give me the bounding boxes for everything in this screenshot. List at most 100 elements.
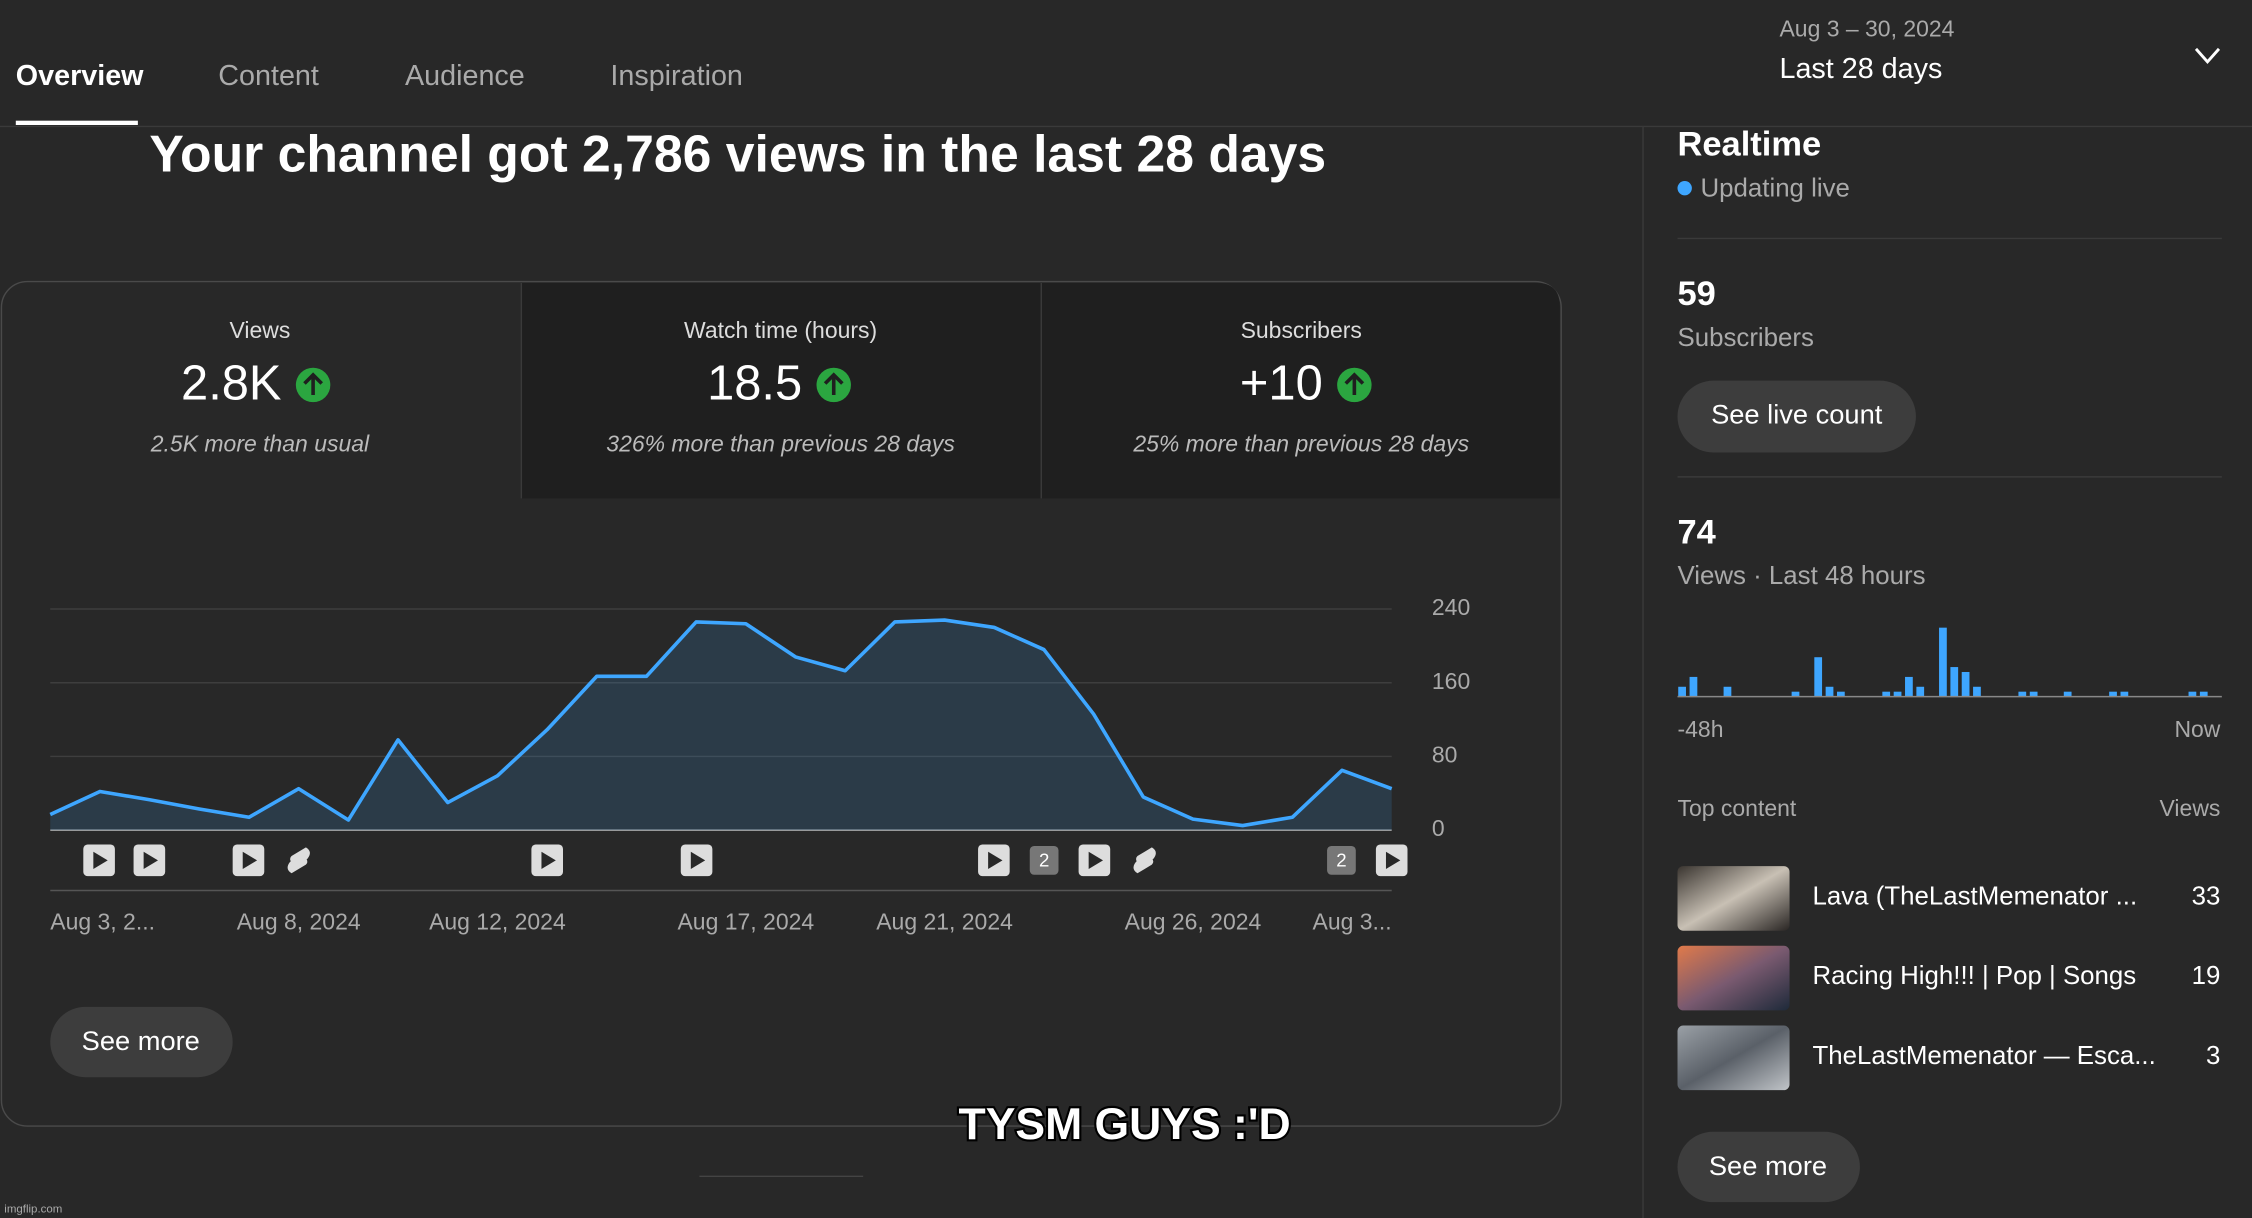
x-tick-label: Aug 17, 2024 xyxy=(677,909,814,935)
column-header: Views xyxy=(2160,795,2221,821)
tab[interactable]: Audience xyxy=(405,60,525,92)
thumbnail[interactable] xyxy=(1677,866,1790,931)
thumbnail[interactable] xyxy=(1677,945,1790,1011)
live-dot xyxy=(1677,181,1692,196)
bar xyxy=(1723,686,1732,697)
trend-arrow xyxy=(303,372,323,396)
views-line xyxy=(49,618,1393,828)
short-marker[interactable] xyxy=(287,847,310,874)
x-tick-label: Aug 21, 2024 xyxy=(876,909,1013,935)
bar xyxy=(1689,676,1698,697)
button-label: See more xyxy=(82,1025,200,1056)
metric-name: Subscribers xyxy=(1241,317,1362,343)
badge-count: 2 xyxy=(1336,850,1346,871)
play-icon xyxy=(143,851,158,869)
subscriber-label: Subscribers xyxy=(1678,324,1814,352)
x-tick-label: Aug 3... xyxy=(1313,909,1392,935)
bar xyxy=(1825,686,1834,697)
trend-arrow xyxy=(1344,372,1365,396)
live-status: Updating live xyxy=(1700,174,1849,202)
content-views: 3 xyxy=(2206,1042,2220,1070)
tab[interactable]: Overview xyxy=(16,60,144,92)
badge-count: 2 xyxy=(1039,850,1049,871)
bar xyxy=(1916,686,1925,697)
chevron xyxy=(2194,47,2221,64)
content-title[interactable]: Lava (TheLastMemenator ... xyxy=(1813,883,2138,911)
bar xyxy=(1961,671,1970,697)
bar xyxy=(2188,691,2197,697)
badge[interactable] xyxy=(1029,845,1059,875)
x-tick-label: Aug 12, 2024 xyxy=(429,909,566,935)
button-bg xyxy=(50,1006,233,1078)
views-count: 74 xyxy=(1678,513,1716,551)
metric-note: 25% more than previous 28 days xyxy=(1132,430,1469,456)
tab-underline xyxy=(15,120,138,125)
axis-end: Now xyxy=(2174,716,2220,742)
date-picker[interactable]: Aug 3 – 30, 2024 Last 28 days xyxy=(1779,15,2221,85)
realtime-chart xyxy=(1677,627,2222,698)
bar xyxy=(2109,691,2117,697)
metric-value: 18.5 xyxy=(707,356,802,410)
bar xyxy=(1973,686,1981,697)
bar xyxy=(1893,691,1902,697)
y-tick-label: 0 xyxy=(1432,815,1445,841)
top-content-list: Lava (TheLastMemenator ... 33 Racing High!… xyxy=(1677,866,2221,1091)
metrics: Views 2.8K 2.5K more than usual Watch time … xyxy=(150,317,1470,456)
realtime-title: Realtime xyxy=(1678,126,1822,164)
x-tick-label: Aug 8, 2024 xyxy=(237,909,361,935)
thumbnail[interactable] xyxy=(1677,1025,1790,1091)
metric-name: Views xyxy=(230,317,291,343)
play-icon xyxy=(242,851,258,869)
metric-name: Watch time (hours) xyxy=(684,317,877,343)
bar xyxy=(1905,676,1913,697)
bar xyxy=(1791,691,1800,697)
views-chart: 0 80 160 240 2 2 Aug 3, 2... Aug 8, 2024 Aug 12,… xyxy=(49,594,1470,935)
play-icon xyxy=(1088,851,1104,869)
bar xyxy=(1678,686,1686,697)
date-label: Last 28 days xyxy=(1779,53,1942,85)
x-tick-label: Aug 3, 2... xyxy=(50,909,155,935)
badge[interactable] xyxy=(1327,845,1356,875)
play-icon xyxy=(541,851,556,869)
y-tick-label: 80 xyxy=(1432,742,1458,768)
play-icon xyxy=(1385,851,1401,869)
metric-card-bg xyxy=(1041,282,1560,499)
watermark: imgflip.com xyxy=(4,1203,62,1215)
realtime-panel: Realtime Updating live 59 Subscribers Se… xyxy=(1677,126,2222,1203)
bar xyxy=(2018,691,2027,697)
content-title[interactable]: TheLastMemenator — Esca... xyxy=(1813,1042,2156,1070)
trend-arrow xyxy=(823,372,844,396)
subscriber-count: 59 xyxy=(1678,275,1716,313)
see-more-button[interactable]: See more xyxy=(50,1006,233,1078)
metric-value: 2.8K xyxy=(181,356,282,410)
bar xyxy=(2120,691,2129,697)
live-count-button[interactable]: See live count xyxy=(1677,380,1916,453)
bar xyxy=(1950,667,1959,697)
button-bg xyxy=(1677,1131,1860,1203)
views-label: Views · Last 48 hours xyxy=(1678,562,1926,590)
top-content-title: Top content xyxy=(1678,795,1797,821)
button-label: See more xyxy=(1709,1150,1827,1181)
metric-note: 2.5K more than usual xyxy=(150,430,370,456)
x-tick-label: Aug 26, 2024 xyxy=(1125,909,1262,935)
button-bg xyxy=(1677,380,1916,453)
tab-bar: Overview Content Audience Inspiration xyxy=(15,60,743,125)
bar xyxy=(2063,691,2072,697)
see-more-button[interactable]: See more xyxy=(1677,1131,1860,1203)
tab[interactable]: Inspiration xyxy=(610,60,743,92)
metric-card-bg xyxy=(521,282,1042,499)
content-views: 19 xyxy=(2192,962,2221,990)
play-icon xyxy=(988,851,1003,869)
y-tick-label: 240 xyxy=(1432,594,1470,620)
bar xyxy=(1836,691,1845,697)
bar xyxy=(2199,691,2208,697)
headline: Your channel got 2,786 views in the last… xyxy=(149,125,1326,183)
bar xyxy=(2029,691,2038,697)
short-marker[interactable] xyxy=(1133,847,1156,874)
views-area xyxy=(50,620,1392,831)
axis-start: -48h xyxy=(1678,716,1724,742)
tab[interactable]: Content xyxy=(218,60,319,92)
content-title[interactable]: Racing High!!! | Pop | Songs xyxy=(1813,962,2137,990)
y-tick-label: 160 xyxy=(1432,668,1470,694)
